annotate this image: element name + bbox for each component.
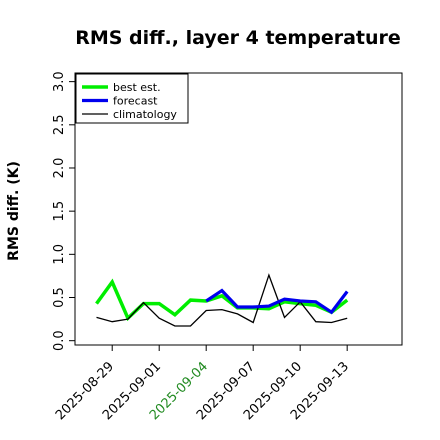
- chart-title: RMS diff., layer 4 temperature: [75, 27, 401, 49]
- y-tick-label: 2.5: [52, 114, 67, 135]
- y-tick-label: 2.0: [52, 158, 67, 179]
- plot-frame: [74, 72, 403, 346]
- series-line-forecast: [205, 288, 349, 315]
- y-tick-label: 0.5: [52, 287, 67, 308]
- legend-label: forecast: [113, 95, 158, 108]
- legend-box: [75, 73, 189, 124]
- y-tick-label: 3.0: [52, 71, 67, 92]
- series-line-climatology: [96, 273, 348, 327]
- y-tick-label: 1.0: [52, 244, 67, 265]
- y-axis: 0.0 0.5 1.0 1.5 2.0 2.5 3.0: [52, 71, 75, 351]
- series-layer: [95, 273, 349, 327]
- x-axis: 2025-08-292025-09-012025-09-042025-09-07…: [53, 345, 352, 423]
- legend-label: best est.: [113, 81, 161, 94]
- y-tick-label: 0.0: [52, 330, 67, 351]
- legend-label: climatology: [113, 108, 177, 121]
- y-tick-label: 1.5: [52, 201, 67, 222]
- y-axis-label: RMS diff. (K): [6, 161, 22, 261]
